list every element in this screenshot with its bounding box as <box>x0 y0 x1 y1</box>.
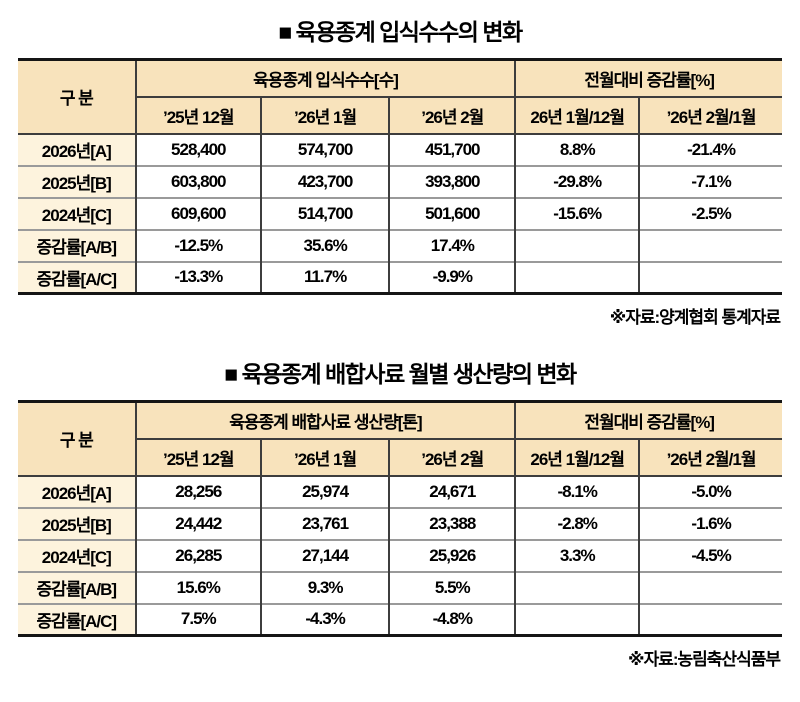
sub-header-jan-vs-dec: 26년 1월/12월 <box>515 438 641 477</box>
table-row-rate-AC: 증감률[A/C] 7.5% -4.3% -4.8% <box>18 602 782 636</box>
row-label: 2024년[C] <box>18 538 137 572</box>
source-note-placement: ※자료:양계협회 통계자료 <box>609 308 781 327</box>
sub-header-feb26: ’26년 2월 <box>389 438 517 477</box>
value-cell: -13.3% <box>135 260 262 294</box>
value-cell: -29.8% <box>515 164 641 198</box>
value-cell: 24,442 <box>135 506 262 540</box>
sub-header-jan26: ’26년 1월 <box>260 438 391 477</box>
table-row-rate-AB: 증감률[A/B] 15.6% 9.3% 5.5% <box>18 570 782 604</box>
placement-table-section: ■ 육용종계 입식수수의 변화 구 분 육용종계 입식수수[수] 전월대비 증감… <box>0 13 800 328</box>
value-cell: 26,285 <box>135 538 262 572</box>
value-cell <box>515 260 641 294</box>
row-label: 증감률[A/B] <box>18 228 137 262</box>
value-cell: 609,600 <box>135 196 262 230</box>
sub-header-jan26: ’26년 1월 <box>260 96 391 135</box>
value-cell: -21.4% <box>639 133 782 166</box>
value-cell: 5.5% <box>389 570 517 604</box>
sub-header-dec25: ’25년 12월 <box>135 438 262 477</box>
table-row-2026A: 2026년[A] 528,400 574,700 451,700 8.8% -2… <box>18 133 782 166</box>
group-header-row: 구 분 육용종계 입식수수[수] 전월대비 증감률[%] <box>18 59 782 135</box>
value-cell: -8.1% <box>515 475 641 508</box>
value-cell: -4.8% <box>389 602 517 636</box>
value-cell: 23,761 <box>260 506 391 540</box>
sub-header-row: ’25년 12월 ’26년 1월 ’26년 2월 26년 1월/12월 ’26년… <box>18 438 782 477</box>
table-row-2025B: 2025년[B] 24,442 23,761 23,388 -2.8% -1.6… <box>18 506 782 540</box>
table-row-2025B: 2025년[B] 603,800 423,700 393,800 -29.8% … <box>18 164 782 198</box>
group-header-row: 구 분 육용종계 배합사료 생산량[톤] 전월대비 증감률[%] <box>18 401 782 477</box>
source-note-feed: ※자료:농림축산식품부 <box>628 650 781 669</box>
value-cell: 11.7% <box>260 260 391 294</box>
value-cell: -2.5% <box>639 196 782 230</box>
table-title-feed: ■ 육용종계 배합사료 월별 생산량의 변화 <box>224 361 577 387</box>
value-cell: 25,926 <box>389 538 517 572</box>
value-cell: 423,700 <box>260 164 391 198</box>
sub-header-row: ’25년 12월 ’26년 1월 ’26년 2월 26년 1월/12월 ’26년… <box>18 96 782 135</box>
row-label: 2025년[B] <box>18 164 137 198</box>
value-cell: 8.8% <box>515 133 641 166</box>
value-cell: 27,144 <box>260 538 391 572</box>
value-cell <box>515 228 641 262</box>
row-label: 2025년[B] <box>18 506 137 540</box>
value-cell: 603,800 <box>135 164 262 198</box>
value-cell: -9.9% <box>389 260 517 294</box>
value-cell: 393,800 <box>389 164 517 198</box>
value-cell: 451,700 <box>389 133 517 166</box>
value-cell: 3.3% <box>515 538 641 572</box>
value-cell: -1.6% <box>639 506 782 540</box>
value-cell <box>639 602 782 636</box>
value-cell: 17.4% <box>389 228 517 262</box>
feed-stat-table: 구 분 육용종계 배합사료 생산량[톤] 전월대비 증감률[%] ’25년 12… <box>18 400 782 637</box>
value-cell: 574,700 <box>260 133 391 166</box>
row-label: 2026년[A] <box>18 133 137 166</box>
value-cell: -4.5% <box>639 538 782 572</box>
value-cell: 23,388 <box>389 506 517 540</box>
value-cell <box>639 570 782 604</box>
value-cell: 35.6% <box>260 228 391 262</box>
table-row-rate-AC: 증감률[A/C] -13.3% 11.7% -9.9% <box>18 260 782 294</box>
sub-header-feb-vs-jan: ’26년 2월/1월 <box>639 438 782 477</box>
value-cell <box>515 570 641 604</box>
group-header-counts: 육용종계 입식수수[수] <box>135 59 517 98</box>
row-label: 증감률[A/B] <box>18 570 137 604</box>
table-row-2026A: 2026년[A] 28,256 25,974 24,671 -8.1% -5.0… <box>18 475 782 508</box>
value-cell: 528,400 <box>135 133 262 166</box>
value-cell: -2.8% <box>515 506 641 540</box>
value-cell: 25,974 <box>260 475 391 508</box>
value-cell <box>639 260 782 294</box>
table-row-rate-AB: 증감률[A/B] -12.5% 35.6% 17.4% <box>18 228 782 262</box>
value-cell: 514,700 <box>260 196 391 230</box>
group-header-change-rate: 전월대비 증감률[%] <box>515 401 782 440</box>
group-header-change-rate: 전월대비 증감률[%] <box>515 59 782 98</box>
row-label: 2024년[C] <box>18 196 137 230</box>
value-cell: 15.6% <box>135 570 262 604</box>
value-cell <box>639 228 782 262</box>
row-label: 2026년[A] <box>18 475 137 508</box>
sub-header-feb26: ’26년 2월 <box>389 96 517 135</box>
value-cell: 9.3% <box>260 570 391 604</box>
feed-table-section: ■ 육용종계 배합사료 월별 생산량의 변화 구 분 육용종계 배합사료 생산량… <box>0 355 800 670</box>
value-cell: 28,256 <box>135 475 262 508</box>
corner-header: 구 분 <box>18 59 137 135</box>
group-header-production: 육용종계 배합사료 생산량[톤] <box>135 401 517 440</box>
placement-stat-table: 구 분 육용종계 입식수수[수] 전월대비 증감률[%] ’25년 12월 ’2… <box>18 58 782 295</box>
row-label: 증감률[A/C] <box>18 260 137 294</box>
value-cell: 7.5% <box>135 602 262 636</box>
value-cell: -15.6% <box>515 196 641 230</box>
value-cell: 501,600 <box>389 196 517 230</box>
value-cell <box>515 602 641 636</box>
value-cell: -12.5% <box>135 228 262 262</box>
corner-header: 구 분 <box>18 401 137 477</box>
sub-header-jan-vs-dec: 26년 1월/12월 <box>515 96 641 135</box>
value-cell: -7.1% <box>639 164 782 198</box>
sub-header-feb-vs-jan: ’26년 2월/1월 <box>639 96 782 135</box>
value-cell: -4.3% <box>260 602 391 636</box>
sub-header-dec25: ’25년 12월 <box>135 96 262 135</box>
table-title-placement: ■ 육용종계 입식수수의 변화 <box>278 19 523 45</box>
row-label: 증감률[A/C] <box>18 602 137 636</box>
table-row-2024C: 2024년[C] 609,600 514,700 501,600 -15.6% … <box>18 196 782 230</box>
value-cell: -5.0% <box>639 475 782 508</box>
table-row-2024C: 2024년[C] 26,285 27,144 25,926 3.3% -4.5% <box>18 538 782 572</box>
value-cell: 24,671 <box>389 475 517 508</box>
